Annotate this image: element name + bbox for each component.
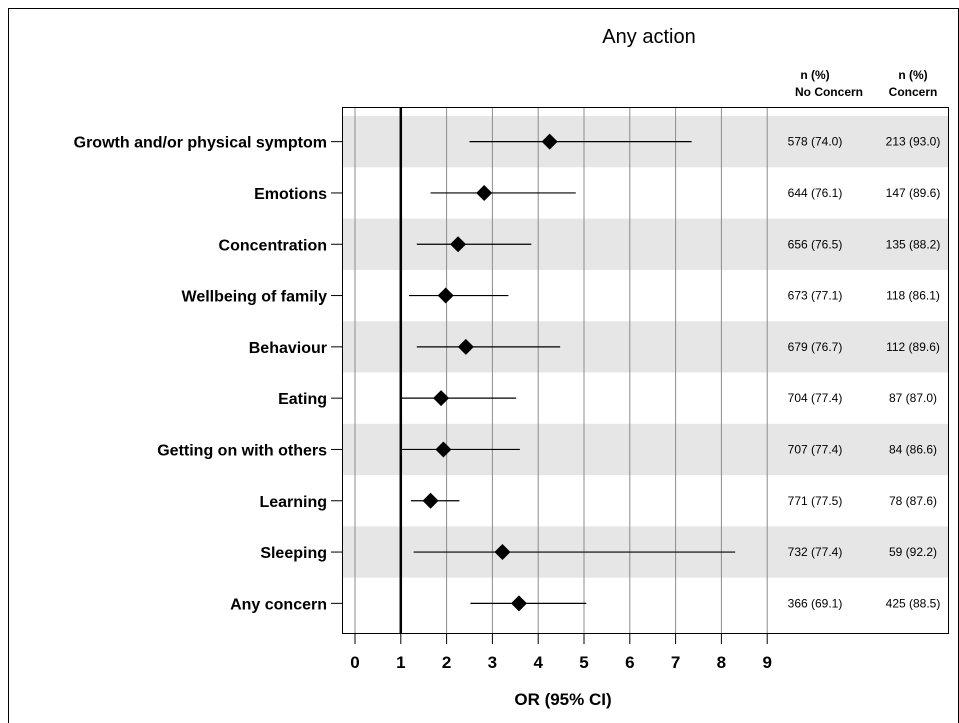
row-label: Concentration [219, 237, 327, 254]
estimate-marker [476, 184, 493, 201]
cell-no-concern: 656 (76.5) [788, 237, 843, 251]
row-label: Eating [278, 391, 327, 408]
cell-concern: 213 (93.0) [886, 135, 941, 149]
col-header-no-concern-line2: No Concern [795, 85, 863, 99]
cell-no-concern: 707 (77.4) [788, 442, 843, 456]
estimate-marker [435, 441, 452, 458]
row-label: Growth and/or physical symptom [74, 135, 327, 152]
cell-concern: 147 (89.6) [886, 186, 941, 200]
x-axis: 0 1 2 3 4 5 6 7 8 9 [350, 633, 772, 672]
x-tick-label: 1 [396, 653, 405, 672]
estimate-marker [457, 338, 474, 355]
x-tick-label: 6 [625, 653, 634, 672]
cell-concern: 112 (89.6) [886, 340, 940, 354]
cell-no-concern: 644 (76.1) [788, 186, 843, 200]
cell-concern: 135 (88.2) [886, 237, 941, 251]
row-tick-marks [331, 141, 342, 604]
cell-concern: 118 (86.1) [886, 289, 940, 303]
x-tick-label: 4 [533, 653, 543, 672]
col-header-concern-line2: Concern [889, 85, 938, 99]
cell-no-concern: 679 (76.7) [788, 340, 843, 354]
cell-no-concern: 704 (77.4) [788, 391, 843, 405]
row-labels: Growth and/or physical symptom Emotions Co… [74, 135, 327, 614]
x-tick-label: 5 [579, 653, 588, 672]
cell-concern: 425 (88.5) [886, 596, 941, 610]
cell-no-concern: 366 (69.1) [788, 596, 843, 610]
estimate-marker [510, 595, 527, 612]
cell-concern: 59 (92.2) [889, 545, 937, 559]
confidence-intervals [400, 141, 736, 604]
row-label: Wellbeing of family [182, 289, 328, 306]
x-tick-label: 9 [762, 653, 771, 672]
row-label: Learning [259, 494, 327, 511]
gridlines [354, 108, 768, 633]
estimate-marker [422, 492, 439, 509]
x-tick-label: 8 [717, 653, 726, 672]
plot-frame [342, 107, 949, 634]
estimate-markers [422, 133, 558, 612]
cell-concern: 84 (86.6) [889, 442, 937, 456]
row-label: Any concern [230, 596, 327, 613]
x-tick-label: 2 [442, 653, 451, 672]
x-tick-label: 3 [488, 653, 497, 672]
col-header-concern-line1: n (%) [898, 68, 927, 82]
cell-no-concern: 732 (77.4) [788, 545, 843, 559]
cell-no-concern: 771 (77.5) [788, 494, 843, 508]
cell-concern: 78 (87.6) [889, 494, 937, 508]
row-label: Sleeping [260, 545, 327, 562]
cell-no-concern: 673 (77.1) [788, 289, 843, 303]
row-label: Emotions [254, 186, 327, 203]
estimate-marker [450, 236, 467, 253]
x-axis-label: OR (95% CI) [514, 690, 611, 709]
row-label: Behaviour [249, 340, 327, 357]
chart-title: Any action [602, 26, 695, 48]
table-cells: 578 (74.0) 213 (93.0) 644 (76.1) 147 (89.6)… [788, 135, 941, 611]
x-tick-label: 7 [671, 653, 680, 672]
col-header-no-concern-line1: n (%) [800, 68, 829, 82]
estimate-marker [541, 133, 558, 150]
estimate-marker [437, 287, 454, 304]
x-tick-label: 0 [350, 653, 359, 672]
cell-no-concern: 578 (74.0) [788, 135, 843, 149]
estimate-marker [433, 390, 450, 407]
estimate-marker [494, 544, 511, 561]
row-label: Getting on with others [157, 442, 327, 459]
cell-concern: 87 (87.0) [889, 391, 937, 405]
